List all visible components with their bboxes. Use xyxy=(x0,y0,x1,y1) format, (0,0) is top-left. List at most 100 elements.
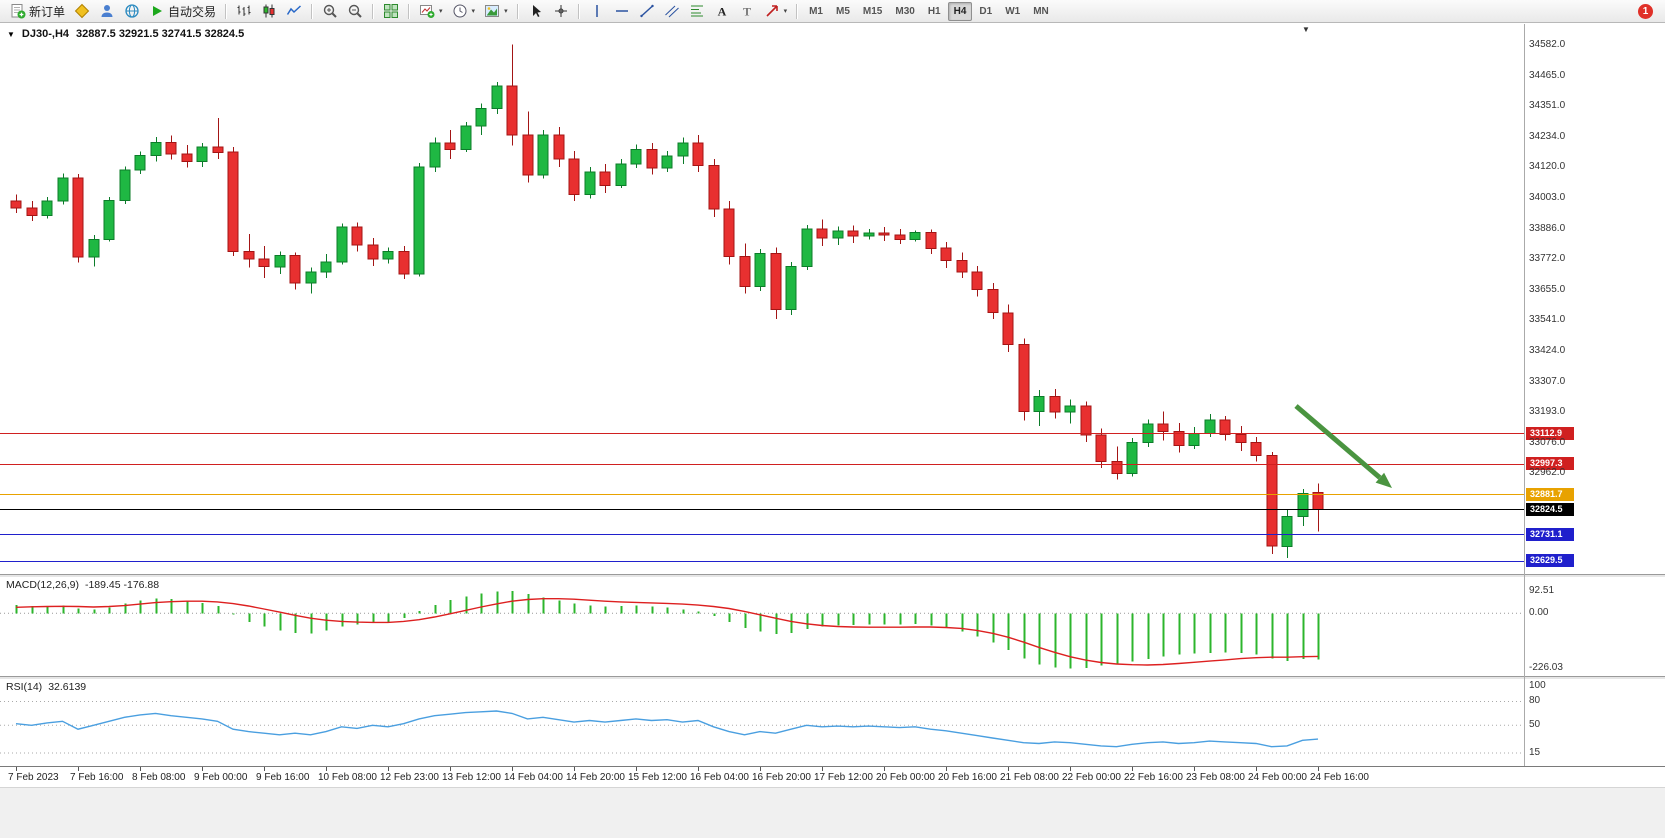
time-tick-label: 16 Feb 20:00 xyxy=(752,772,811,783)
axis-border xyxy=(1524,24,1525,766)
chart-dropdown-icon[interactable]: ▼ xyxy=(7,29,15,39)
timeframe-mn-button[interactable]: MN xyxy=(1033,5,1049,17)
periods-button[interactable]: ▾ xyxy=(448,0,480,22)
time-tick xyxy=(264,767,265,771)
play-icon xyxy=(153,6,163,16)
fibonacci-button[interactable] xyxy=(685,0,709,22)
time-tick-label: 13 Feb 12:00 xyxy=(442,772,501,783)
ohlc-bars-icon xyxy=(237,5,251,16)
templates-button[interactable]: ▾ xyxy=(480,0,512,22)
time-tick-label: 7 Feb 16:00 xyxy=(70,772,124,783)
rsi-axis: 100 80 50 15 xyxy=(1525,679,1665,766)
timeframe-m15-button[interactable]: M15 xyxy=(862,5,883,17)
timeframe-m30-button[interactable]: M30 xyxy=(895,5,915,17)
clock-icon xyxy=(453,4,467,18)
text-label-button[interactable]: T xyxy=(735,0,759,22)
line-chart-icon xyxy=(286,5,302,15)
time-axis[interactable]: 7 Feb 2023 7 Feb 16:00 8 Feb 08:00 9 Feb 00… xyxy=(0,766,1665,787)
tile-windows-button[interactable] xyxy=(379,0,403,22)
new-order-icon xyxy=(11,4,26,19)
time-tick-label: 20 Feb 00:00 xyxy=(876,772,935,783)
candlestick-chart-button[interactable] xyxy=(257,0,281,22)
time-tick xyxy=(1318,767,1319,771)
macd-label: MACD(12,26,9) xyxy=(6,579,79,591)
price-level-tag: 32629.5 xyxy=(1526,554,1574,568)
rsi-scale-label: 50 xyxy=(1529,719,1541,731)
price-tick-label: 32962.0 xyxy=(1529,466,1566,478)
time-tick-label: 23 Feb 08:00 xyxy=(1186,772,1245,783)
price-chart-canvas[interactable] xyxy=(0,24,1524,574)
time-tick xyxy=(388,767,389,771)
price-tick-label: 34120.0 xyxy=(1529,160,1566,172)
price-tick-label: 33076.0 xyxy=(1529,436,1566,448)
metaeditor-button[interactable] xyxy=(70,0,94,22)
line-chart-button[interactable] xyxy=(282,0,306,22)
timeframe-m1-button[interactable]: M1 xyxy=(809,5,823,17)
new-order-button[interactable]: 新订单 xyxy=(6,0,69,22)
globe-icon xyxy=(125,4,139,18)
ohlc-values: 32887.5 32921.5 32741.5 32824.5 xyxy=(76,28,245,40)
profile-button[interactable] xyxy=(95,0,119,22)
time-tick xyxy=(202,767,203,771)
zoom-in-button[interactable] xyxy=(318,0,342,22)
timeframe-h4-button[interactable]: H4 xyxy=(947,1,973,21)
price-level-tag: 32731.1 xyxy=(1526,527,1574,541)
text-button[interactable]: A xyxy=(710,0,734,22)
timeframe-h1-button[interactable]: H1 xyxy=(927,5,941,17)
auto-trading-button[interactable]: 自动交易 xyxy=(145,0,220,22)
time-tick-label: 17 Feb 12:00 xyxy=(814,772,873,783)
svg-text:T: T xyxy=(743,5,751,19)
timeframe-d1-button[interactable]: D1 xyxy=(979,5,993,17)
horizontal-line-button[interactable] xyxy=(610,0,634,22)
time-tick-label: 9 Feb 16:00 xyxy=(256,772,310,783)
rsi-value: 32.6139 xyxy=(48,681,87,693)
chart-shift-marker[interactable]: ▼ xyxy=(1302,25,1310,34)
notification-badge[interactable]: 1 xyxy=(1638,3,1653,19)
trend-arrow-annotation xyxy=(1294,404,1392,488)
price-tick-label: 34582.0 xyxy=(1529,38,1566,50)
rsi-panel-canvas[interactable] xyxy=(0,679,1524,766)
time-tick-label: 22 Feb 16:00 xyxy=(1124,772,1183,783)
bottom-strip xyxy=(0,787,1665,838)
trendline-button[interactable] xyxy=(635,0,659,22)
indicator-add-icon xyxy=(420,5,435,18)
macd-axis: 92.51 0.00 -226.03 xyxy=(1525,577,1665,676)
price-tick-label: 33193.0 xyxy=(1529,405,1566,417)
macd-signal-line xyxy=(15,598,1319,666)
time-tick-label: 24 Feb 00:00 xyxy=(1248,772,1307,783)
vertical-line-icon xyxy=(595,5,598,17)
indicators-button[interactable]: ▾ xyxy=(415,0,447,22)
toolbar-separator xyxy=(577,3,580,19)
time-tick xyxy=(512,767,513,771)
time-tick-label: 20 Feb 16:00 xyxy=(938,772,997,783)
price-tick-label: 34465.0 xyxy=(1529,69,1566,81)
price-level-tag: 33112.9 xyxy=(1526,426,1574,440)
cursor-button[interactable] xyxy=(524,0,548,22)
crosshair-button[interactable] xyxy=(549,0,573,22)
vertical-line-button[interactable] xyxy=(585,0,609,22)
zoom-out-button[interactable] xyxy=(343,0,367,22)
channel-button[interactable] xyxy=(660,0,684,22)
level-lines xyxy=(0,433,1524,562)
time-tick-label: 14 Feb 20:00 xyxy=(566,772,625,783)
macd-scale-label: -226.03 xyxy=(1529,662,1563,674)
arrows-button[interactable]: ▾ xyxy=(760,0,792,22)
timeframe-m5-button[interactable]: M5 xyxy=(836,5,850,17)
panel-separator[interactable] xyxy=(0,676,1665,679)
toolbar-separator xyxy=(225,3,228,19)
bar-chart-button[interactable] xyxy=(232,0,256,22)
rsi-line xyxy=(15,710,1319,748)
dropdown-caret-icon: ▾ xyxy=(504,8,508,15)
community-button[interactable] xyxy=(120,0,144,22)
price-level-tag: 32881.7 xyxy=(1526,487,1574,501)
auto-trading-label: 自动交易 xyxy=(168,4,217,19)
candles xyxy=(10,44,1324,559)
timeframe-w1-button[interactable]: W1 xyxy=(1005,5,1021,17)
panel-separator[interactable] xyxy=(0,574,1665,577)
toolbar-separator xyxy=(796,3,799,19)
crosshair-icon xyxy=(554,5,567,17)
macd-panel-canvas[interactable] xyxy=(0,577,1524,676)
time-tick xyxy=(760,767,761,771)
time-tick xyxy=(1194,767,1195,771)
price-axis[interactable]: 33112.9 32997.3 32881.7 32824.5 32731.1 32629… xyxy=(1525,24,1665,574)
